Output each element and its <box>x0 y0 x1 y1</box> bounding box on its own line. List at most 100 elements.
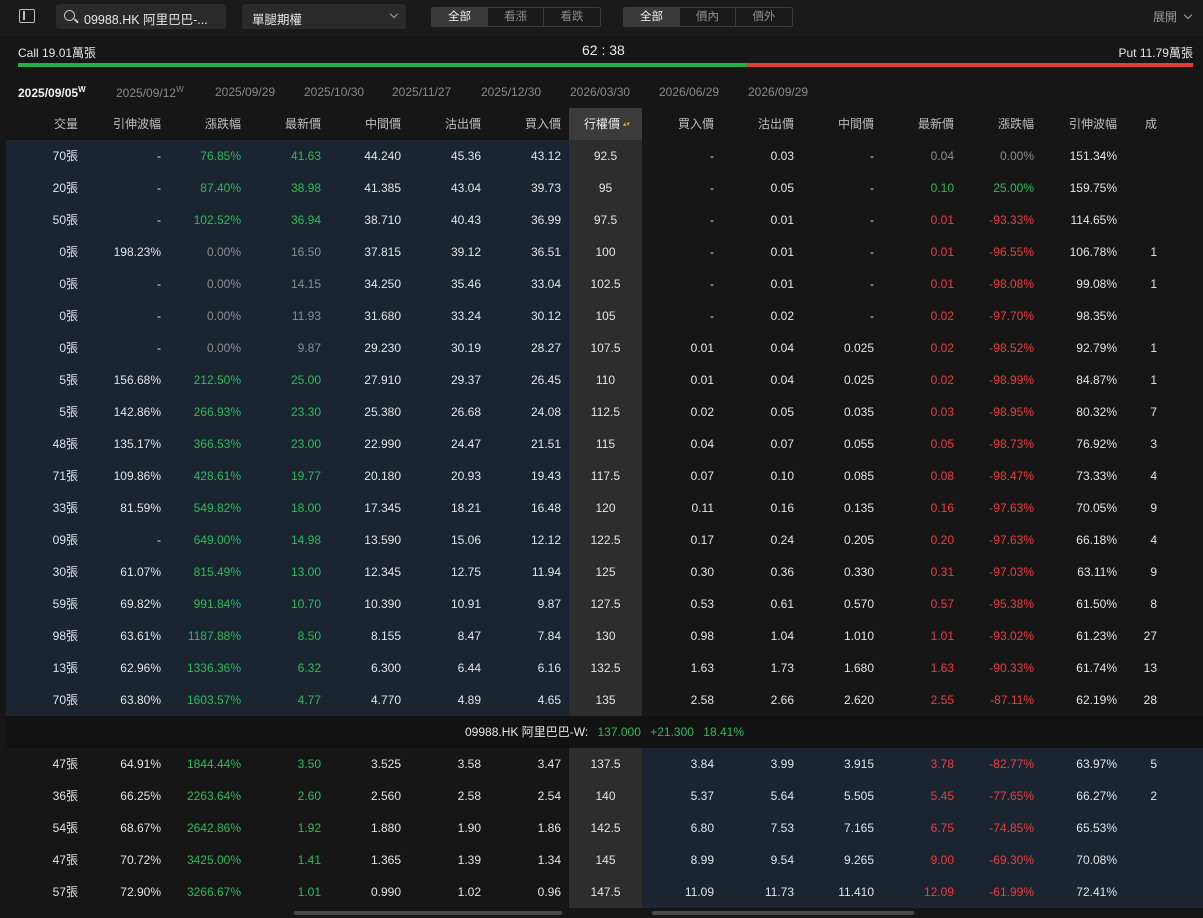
option-row[interactable]: 47張 70.72% 3425.00% 1.41 1.365 1.39 1.34 145 8.9… <box>6 844 1203 876</box>
put-header-last[interactable]: 最新價 <box>917 117 954 131</box>
put-bid-cell: - <box>710 277 714 291</box>
call-bid-cell: 19.43 <box>530 469 561 483</box>
option-row[interactable]: 5張 156.68% 212.50% 25.00 27.910 29.37 26.45 110… <box>6 364 1203 396</box>
put-volume-cell <box>1125 204 1165 236</box>
call-header-mid[interactable]: 中間價 <box>364 117 401 131</box>
put-iv-cell: 98.35% <box>1076 309 1117 323</box>
option-row[interactable]: 54張 68.67% 2642.86% 1.92 1.880 1.90 1.86 142.5 6… <box>6 812 1203 844</box>
call-ask-cell: 1.90 <box>457 821 481 835</box>
expiry-tab[interactable]: 2025/09/29 <box>215 85 275 99</box>
weekly-tag: W <box>78 85 86 94</box>
option-row[interactable]: 57張 72.90% 3266.67% 1.01 0.990 1.02 0.96 147.5 1… <box>6 876 1203 908</box>
put-iv-cell: 65.53% <box>1076 821 1117 835</box>
put-volume-cell: 1 <box>1150 341 1157 355</box>
put-last-cell: 0.10 <box>930 181 954 195</box>
option-row[interactable]: 47張 64.91% 1844.44% 3.50 3.525 3.58 3.47 137.5 3… <box>6 748 1203 780</box>
call-last-cell: 14.15 <box>290 277 321 291</box>
option-row[interactable]: 71張 109.86% 428.61% 19.77 20.180 20.93 19.43 11… <box>6 460 1203 492</box>
expiry-tab[interactable]: 2026/06/29 <box>659 85 719 99</box>
expiry-tab[interactable]: 2025/09/12W <box>116 85 184 100</box>
call-ask-cell: 29.37 <box>450 373 481 387</box>
put-bid-cell: 0.11 <box>691 501 714 515</box>
put-change-pct-cell: -98.08% <box>989 277 1034 291</box>
option-row[interactable]: 5張 142.86% 266.93% 23.30 25.380 26.68 24.08 112… <box>6 396 1203 428</box>
option-row[interactable]: 50張 - 102.52% 36.94 38.710 40.43 36.99 97.5 - 0.0… <box>6 204 1203 236</box>
put-iv-cell: 61.50% <box>1076 597 1117 611</box>
put-change-pct-cell: -77.65% <box>989 789 1034 803</box>
call-mid-cell: 44.240 <box>364 149 401 163</box>
call-change-pct-cell: 2263.64% <box>186 789 241 803</box>
option-row[interactable]: 0張 - 0.00% 11.93 31.680 33.24 30.12 105 - 0.02 - 0.… <box>6 300 1203 332</box>
put-mid-cell: - <box>870 277 874 291</box>
expiry-tab[interactable]: 2025/10/30 <box>304 85 364 99</box>
option-row[interactable]: 30張 61.07% 815.49% 13.00 12.345 12.75 11.94 125… <box>6 556 1203 588</box>
call-bid-cell: 1.86 <box>537 821 561 835</box>
put-mid-cell: 2.620 <box>843 693 874 707</box>
expiry-tab[interactable]: 2025/09/05W <box>18 85 86 100</box>
option-row[interactable]: 20張 - 87.40% 38.98 41.385 43.04 39.73 95 - 0.05 - 0… <box>6 172 1203 204</box>
call-header-change-pct[interactable]: 漲跌幅 <box>204 117 241 131</box>
option-row[interactable]: 13張 62.96% 1336.36% 6.32 6.300 6.44 6.16 132.5 1… <box>6 652 1203 684</box>
call-header-volume[interactable]: 交量 <box>53 117 78 131</box>
put-iv-cell: 99.08% <box>1076 277 1117 291</box>
call-header-bid[interactable]: 買入價 <box>524 117 561 131</box>
option-row[interactable]: 98張 63.61% 1187.88% 8.50 8.155 8.47 7.84 130 0.9… <box>6 620 1203 652</box>
option-row[interactable]: 48張 135.17% 366.53% 23.00 22.990 24.47 21.51 11… <box>6 428 1203 460</box>
put-change-pct-cell: -87.11% <box>990 693 1034 707</box>
filter-call[interactable]: 看漲 <box>488 8 544 26</box>
put-header-mid[interactable]: 中間價 <box>837 117 874 131</box>
option-row[interactable]: 33張 81.59% 549.82% 18.00 17.345 18.21 16.48 120… <box>6 492 1203 524</box>
call-last-cell: 13.00 <box>290 565 321 579</box>
call-iv-cell: 68.67% <box>120 821 161 835</box>
put-header-volume[interactable]: 成 <box>1144 117 1157 131</box>
option-row[interactable]: 36張 66.25% 2263.64% 2.60 2.560 2.58 2.54 140 5.3… <box>6 780 1203 812</box>
call-change-pct-cell: 1603.57% <box>186 693 241 707</box>
option-row[interactable]: 0張 198.23% 0.00% 16.50 37.815 39.12 36.51 100 - 0… <box>6 236 1203 268</box>
option-row[interactable]: 0張 - 0.00% 14.15 34.250 35.46 33.04 102.5 - 0.01 -… <box>6 268 1203 300</box>
put-change-pct-cell: -98.95% <box>989 405 1034 419</box>
call-change-pct-cell: 0.00% <box>206 341 241 355</box>
expiry-date: 2025/09/05 <box>18 86 79 100</box>
call-last-cell: 1.41 <box>297 853 321 867</box>
call-bid-cell: 39.73 <box>530 181 561 195</box>
search-input[interactable]: 09988.HK 阿里巴巴-... <box>56 4 226 29</box>
call-last-cell: 23.00 <box>290 437 321 451</box>
put-volume-cell <box>1125 812 1165 844</box>
search-icon <box>64 10 75 21</box>
put-volume-cell <box>1125 300 1165 332</box>
put-volume-cell: 1 <box>1150 277 1157 291</box>
option-row[interactable]: 0張 - 0.00% 9.87 29.230 30.19 28.27 107.5 0.01 0.0… <box>6 332 1203 364</box>
filter-all-money[interactable]: 全部 <box>624 8 680 26</box>
filter-itm[interactable]: 價內 <box>680 8 736 26</box>
filter-otm[interactable]: 價外 <box>752 11 776 23</box>
expiry-tab[interactable]: 2026/09/29 <box>748 85 808 99</box>
put-header-iv[interactable]: 引伸波幅 <box>1068 117 1117 131</box>
option-row[interactable]: 09張 - 649.00% 14.98 13.590 15.06 12.12 122.5 0.1… <box>6 524 1203 556</box>
call-mid-cell: 31.680 <box>364 309 401 323</box>
strike-cell: 147.5 <box>569 876 642 908</box>
expiry-tab[interactable]: 2025/12/30 <box>481 85 541 99</box>
filter-put[interactable]: 看跌 <box>560 11 584 23</box>
option-row[interactable]: 70張 63.80% 1603.57% 4.77 4.770 4.89 4.65 135 2.5… <box>6 684 1203 716</box>
call-header-ask[interactable]: 沽出價 <box>444 117 481 131</box>
put-volume-cell: 1 <box>1150 245 1157 259</box>
put-change-pct-cell: -98.73% <box>989 437 1034 451</box>
ratio-text: 62 : 38 <box>582 42 625 58</box>
put-scroll-thumb[interactable] <box>652 911 914 915</box>
expiry-tab[interactable]: 2025/11/27 <box>392 85 451 99</box>
expiry-tab[interactable]: 2026/03/30 <box>570 85 630 99</box>
expand-button[interactable]: 展開 <box>1153 8 1193 25</box>
sidebar-toggle-icon[interactable] <box>19 9 35 23</box>
put-header-ask[interactable]: 沽出價 <box>757 117 794 131</box>
call-scroll-thumb[interactable] <box>294 911 562 915</box>
option-row[interactable]: 70張 - 76.85% 41.63 44.240 45.36 43.12 92.5 - 0.03… <box>6 140 1203 172</box>
option-type-select[interactable]: 單腿期權 <box>242 4 406 29</box>
itm-shading <box>6 492 569 524</box>
filter-all-trend[interactable]: 全部 <box>432 8 488 26</box>
put-header-bid[interactable]: 買入價 <box>677 117 714 131</box>
call-header-iv[interactable]: 引伸波幅 <box>112 117 161 131</box>
call-header-last[interactable]: 最新價 <box>284 117 321 131</box>
option-row[interactable]: 59張 69.82% 991.84% 10.70 10.390 10.91 9.87 127.… <box>6 588 1203 620</box>
strike-header[interactable]: 行權價 ▴▾ <box>569 108 642 140</box>
put-header-change-pct[interactable]: 漲跌幅 <box>997 117 1034 131</box>
